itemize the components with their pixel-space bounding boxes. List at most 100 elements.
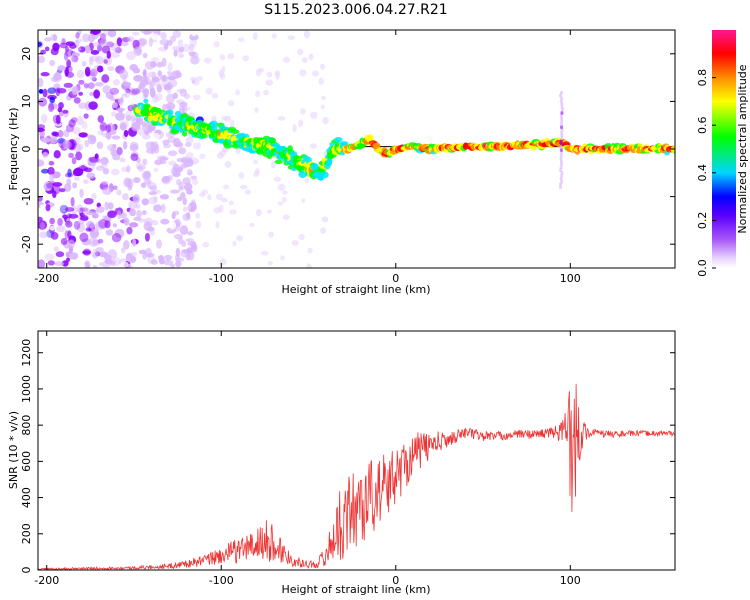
noise-blob xyxy=(84,260,91,268)
x-tick-label: 0 xyxy=(392,574,399,587)
noise-blob xyxy=(102,85,112,94)
noise-blob xyxy=(50,232,59,240)
y-tick-label: 0 xyxy=(20,567,33,574)
noise-blob xyxy=(43,181,53,192)
noise-blob xyxy=(230,119,235,128)
noise-blob xyxy=(38,77,44,88)
noise-blob xyxy=(142,52,148,59)
noise-blob xyxy=(175,247,181,258)
spectrogram-plot-area xyxy=(38,30,675,268)
noise-blob xyxy=(67,230,72,239)
noise-blob xyxy=(121,93,128,98)
noise-blob xyxy=(125,252,134,263)
chart-title: S115.2023.006.04.27.R21 xyxy=(264,2,447,18)
noise-blob xyxy=(268,231,274,238)
noise-blob xyxy=(76,222,86,233)
noise-blob xyxy=(59,204,67,213)
noise-blob xyxy=(185,238,194,243)
signal-blob xyxy=(211,125,218,132)
noise-blob xyxy=(138,249,147,255)
noise-blob xyxy=(170,167,180,176)
y-tick-label: 400 xyxy=(20,487,33,508)
noise-blob xyxy=(110,123,116,133)
noise-blob xyxy=(57,130,64,138)
noise-blob xyxy=(114,228,125,239)
noise-blob xyxy=(185,142,192,147)
noise-blob xyxy=(155,211,162,220)
noise-blob xyxy=(38,88,44,94)
noise-blob xyxy=(151,71,156,82)
noise-blob xyxy=(167,174,173,180)
noise-blob xyxy=(52,42,60,52)
noise-blob xyxy=(48,103,58,110)
noise-blob xyxy=(140,30,148,34)
noise-blob xyxy=(310,143,318,149)
noise-blob xyxy=(101,45,111,54)
noise-blob xyxy=(115,112,125,121)
noise-blob xyxy=(121,212,128,220)
noise-blob xyxy=(47,260,55,266)
noise-blob xyxy=(174,218,181,227)
noise-blob xyxy=(215,220,220,229)
noise-blob xyxy=(102,187,112,196)
snr-frame xyxy=(37,330,676,571)
spectrogram-y-axis-label: Frequency (Hz) xyxy=(7,108,20,191)
noise-blob xyxy=(158,257,166,265)
noise-blob xyxy=(71,55,79,63)
noise-blob xyxy=(47,166,55,175)
noise-blob xyxy=(128,88,137,95)
noise-blob xyxy=(207,194,212,201)
noise-blob xyxy=(79,163,87,170)
noise-blob xyxy=(167,75,176,81)
noise-blob xyxy=(96,141,104,150)
noise-blob xyxy=(107,210,117,219)
noise-blob xyxy=(182,197,187,206)
noise-blob xyxy=(82,250,91,255)
noise-blob xyxy=(156,84,163,93)
noise-blob xyxy=(48,102,55,112)
noise-blob xyxy=(97,115,105,123)
noise-blob xyxy=(299,69,307,77)
noise-blob xyxy=(120,41,129,47)
noise-blob xyxy=(123,129,129,138)
noise-blob xyxy=(127,178,134,189)
snr-series-line xyxy=(38,383,675,570)
noise-blob xyxy=(53,246,59,252)
noise-blob xyxy=(187,241,195,246)
noise-blob xyxy=(202,241,210,248)
noise-blob xyxy=(213,41,220,48)
noise-blob xyxy=(184,158,194,167)
noise-blob xyxy=(105,124,112,133)
noise-blob xyxy=(186,231,194,236)
noise-blob xyxy=(301,198,306,204)
noise-blob xyxy=(38,127,46,133)
noise-blob xyxy=(277,116,286,121)
noise-blob xyxy=(104,201,109,211)
noise-blob xyxy=(137,37,148,46)
noise-blob xyxy=(132,67,141,74)
noise-blob xyxy=(124,89,130,99)
noise-blob xyxy=(274,70,281,77)
noise-blob xyxy=(62,139,70,150)
y-tick-label: 10 xyxy=(20,94,33,108)
noise-blob xyxy=(47,87,57,94)
noise-blob xyxy=(49,217,55,225)
noise-blob xyxy=(130,153,139,161)
noise-blob xyxy=(170,263,175,268)
noise-blob xyxy=(213,206,221,214)
noise-blob xyxy=(51,131,59,137)
noise-blob xyxy=(94,251,101,257)
noise-blob xyxy=(173,49,178,57)
noise-blob xyxy=(219,258,227,266)
signal-blob xyxy=(560,150,564,155)
noise-blob xyxy=(157,70,163,77)
noise-blob xyxy=(97,238,104,244)
noise-blob xyxy=(66,257,71,262)
noise-blob xyxy=(297,48,304,56)
noise-blob xyxy=(115,107,126,112)
noise-blob xyxy=(167,136,177,144)
noise-blob xyxy=(211,92,219,99)
noise-blob xyxy=(132,31,140,36)
noise-blob xyxy=(61,260,69,267)
noise-blob xyxy=(141,123,148,131)
